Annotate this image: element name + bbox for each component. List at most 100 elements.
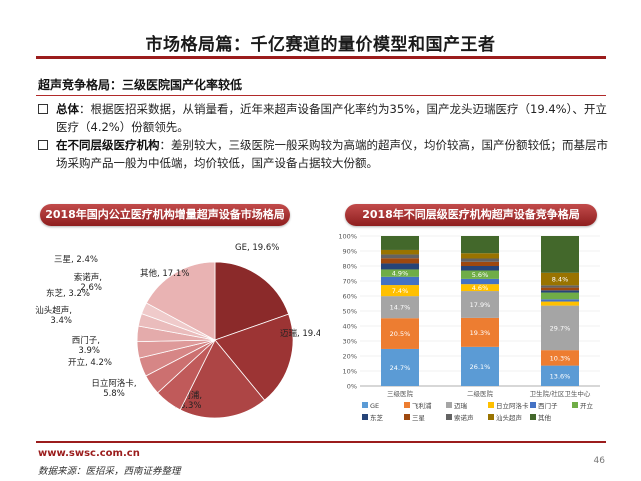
bar-segment-其他 <box>461 236 499 254</box>
y-tick-label: 0% <box>347 383 357 391</box>
legend-label: 日立阿洛卡 <box>496 401 529 410</box>
bar-segment-日立阿洛卡 <box>541 301 579 306</box>
pie-label: 三星, 2.4% <box>54 255 98 265</box>
bar-data-label: 8.4% <box>552 276 569 284</box>
bullet-text: ：根据医招采数据，从销量看，近年来超声设备国产化率约为35%，国产龙头迈瑞医疗（… <box>56 102 607 134</box>
bar-segment-其他 <box>381 236 419 250</box>
data-source: 数据来源：医招采，西南证券整理 <box>38 466 181 477</box>
legend-swatch <box>530 414 536 420</box>
y-tick-label: 40% <box>343 323 357 331</box>
pie-label: 开立, 4.2% <box>68 357 112 368</box>
checkbox-square-icon <box>38 104 48 114</box>
bar-segment-日立阿洛卡 <box>461 284 499 292</box>
bar-segment-汕头超声 <box>461 253 499 259</box>
bar-segment-GE <box>461 346 499 386</box>
bar-data-label: 19.3% <box>470 329 491 337</box>
bar-data-label: 13.6% <box>550 372 571 380</box>
bar-segment-开立 <box>461 270 499 279</box>
bullet-label: 总体 <box>56 102 79 116</box>
bar-segment-东芝 <box>381 263 419 270</box>
legend-label: 飞利浦 <box>412 401 432 410</box>
pie-slice-迈瑞 <box>214 313 294 401</box>
bar-segment-GE <box>381 348 419 386</box>
legend-swatch <box>362 414 368 420</box>
legend-swatch <box>446 402 452 408</box>
footer-rule <box>36 441 606 443</box>
bar-data-label: 7.4% <box>392 287 409 295</box>
bar-data-label: 10.3% <box>550 354 571 362</box>
pie-label: 东芝, 3.2% <box>46 288 90 299</box>
bar-segment-西门子 <box>541 299 579 302</box>
pie-label: 迈瑞, 19.4% <box>280 328 320 339</box>
bar-segment-日立阿洛卡 <box>381 285 419 297</box>
y-tick-label: 60% <box>343 293 357 301</box>
pie-label: 日立阿洛卡, 5.8% <box>91 378 136 399</box>
market-share-pie-chart: GE, 19.6% 迈瑞, 19.4% 飞利浦,18.3% 日立阿洛卡,5.8% 开立,… <box>35 243 320 419</box>
bar-segment-三星 <box>381 258 419 264</box>
bar-segment-其他 <box>541 236 579 273</box>
y-tick-label: 50% <box>343 308 357 316</box>
bullet-label: 在不同层级医疗机构 <box>56 138 160 152</box>
legend-label: 东芝 <box>370 413 384 422</box>
legend-label: 西门子 <box>538 401 558 410</box>
y-tick-label: 10% <box>343 368 357 376</box>
bar-data-label: 26.1% <box>470 363 491 371</box>
bar-segment-索诺声 <box>461 258 499 262</box>
legend-swatch <box>488 414 494 420</box>
legend-label: GE <box>370 402 379 410</box>
x-tick-label: 二级医院 <box>467 389 494 398</box>
pie-chart-title: 2018年国内公立医疗机构增量超声设备市场格局 <box>40 204 290 226</box>
bullet-overall: 总体：根据医招采数据，从销量看，近年来超声设备国产化率约为35%，国产龙头迈瑞医… <box>38 100 610 136</box>
bar-segment-汕头超声 <box>541 272 579 286</box>
bar-segment-东芝 <box>541 290 579 293</box>
pie-label: 飞利浦, 18.3% <box>174 390 202 411</box>
bar-data-label: 24.7% <box>390 364 411 372</box>
page-number: 46 <box>593 456 605 466</box>
pie-slice-飞利浦 <box>179 339 266 419</box>
bar-data-label: 4.9% <box>392 270 409 278</box>
legend-swatch <box>362 402 368 408</box>
pie-label: 索诺声, 2.6% <box>74 272 102 293</box>
bar-segment-东芝 <box>461 266 499 271</box>
bar-segment-三星 <box>541 287 579 291</box>
pie-label: 其他, 17.1% <box>140 268 189 279</box>
bar-data-label: 20.5% <box>390 330 411 338</box>
y-tick-label: 100% <box>338 233 357 241</box>
bar-segment-GE <box>541 365 579 386</box>
title-rule <box>36 56 606 59</box>
bar-segment-索诺声 <box>541 285 579 288</box>
section-subtitle: 超声竞争格局：三级医院国产化率较低 <box>38 78 243 92</box>
bar-segment-索诺声 <box>381 254 419 259</box>
bar-data-label: 14.7% <box>390 304 411 312</box>
bullet-tiers: 在不同层级医疗机构：差别较大，三级医院一般采购较为高端的超声仪，均价较高，国产份… <box>38 136 610 172</box>
pie-label: 汕头超声, 3.4% <box>35 305 72 326</box>
x-tick-label: 三级医院 <box>387 389 414 398</box>
bar-segment-迈瑞 <box>381 296 419 319</box>
bar-data-label: 5.6% <box>472 271 489 279</box>
legend-swatch <box>572 402 578 408</box>
y-tick-label: 80% <box>343 263 357 271</box>
legend-swatch <box>404 402 410 408</box>
pie-slice-其他 <box>145 261 216 341</box>
bar-segment-开立 <box>381 269 419 277</box>
y-tick-label: 20% <box>343 353 357 361</box>
bar-segment-开立 <box>541 292 579 300</box>
y-tick-label: 30% <box>343 338 357 346</box>
legend-label: 三星 <box>412 414 426 422</box>
page-title: 市场格局篇：千亿赛道的量价模型和国产王者 <box>145 35 496 55</box>
legend-label: 迈瑞 <box>454 401 468 410</box>
bullet-text: ：差别较大，三级医院一般采购较为高端的超声仪，均价较高，国产份额较低；而基层市场… <box>56 138 608 170</box>
legend-label: 开立 <box>580 401 594 410</box>
bar-segment-飞利浦 <box>541 350 579 366</box>
legend-swatch <box>446 414 452 420</box>
y-tick-label: 70% <box>343 278 357 286</box>
tier-stacked-bar-chart: 0% 10% 20% 30% 40% 50% 60% 70% 80% 90% 100% 24.7% 20… <box>338 233 600 422</box>
y-tick-label: 90% <box>343 248 357 256</box>
bar-data-label: 17.9% <box>470 301 491 309</box>
legend-label: 汕头超声 <box>496 413 523 422</box>
legend-label: 其他 <box>538 413 552 422</box>
pie-label: GE, 19.6% <box>235 243 279 253</box>
footer-url[interactable]: www.swsc.com.cn <box>38 448 140 459</box>
bar-segment-西门子 <box>381 276 419 286</box>
bullet-list: 总体：根据医招采数据，从销量看，近年来超声设备国产化率约为35%，国产龙头迈瑞医… <box>38 100 610 172</box>
